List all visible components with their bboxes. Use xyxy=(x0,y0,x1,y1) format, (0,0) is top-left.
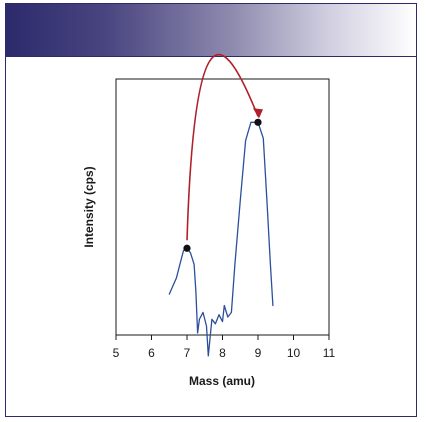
points-layer xyxy=(183,118,262,252)
figure-frame xyxy=(5,3,417,417)
arrow-head xyxy=(253,108,263,119)
header-divider xyxy=(6,56,416,57)
x-tick-label: 11 xyxy=(323,346,336,360)
series-layer xyxy=(168,121,274,357)
peak-marker xyxy=(183,244,191,252)
x-tick-label: 9 xyxy=(255,346,262,360)
x-tick-label: 8 xyxy=(219,346,226,360)
x-tick-label: 7 xyxy=(184,346,191,360)
peak-marker xyxy=(254,118,262,126)
x-tick-label: 10 xyxy=(287,346,301,360)
arrow-layer xyxy=(186,53,263,241)
x-axis-ticks: 5 6 7 8 9 10 11 xyxy=(113,335,336,360)
x-tick-label: 6 xyxy=(148,346,155,360)
x-axis-title: Mass (amu) xyxy=(189,374,255,388)
y-axis-title: Intensity (cps) xyxy=(82,166,96,247)
header-gradient-band xyxy=(6,4,416,56)
series-line xyxy=(168,121,274,357)
x-tick-label: 5 xyxy=(113,346,120,360)
arrow-path xyxy=(186,53,259,241)
plot-area xyxy=(115,78,330,336)
